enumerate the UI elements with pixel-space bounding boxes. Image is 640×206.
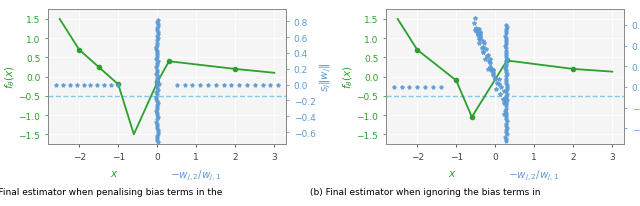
Y-axis label: $s_j\|w_j\|$: $s_j\|w_j\|$ bbox=[318, 63, 333, 92]
Y-axis label: $f_\theta(x)$: $f_\theta(x)$ bbox=[342, 66, 355, 89]
Text: $-w_{j,2}/w_{j,1}$: $-w_{j,2}/w_{j,1}$ bbox=[508, 168, 559, 182]
Text: (a) Final estimator when penalising bias terms in the: (a) Final estimator when penalising bias… bbox=[0, 187, 222, 196]
Text: (b) Final estimator when ignoring the bias terms in: (b) Final estimator when ignoring the bi… bbox=[310, 187, 541, 196]
Text: $x$: $x$ bbox=[110, 168, 119, 178]
Text: $x$: $x$ bbox=[449, 168, 457, 178]
Text: $-w_{j,2}/w_{j,1}$: $-w_{j,2}/w_{j,1}$ bbox=[170, 168, 221, 182]
Y-axis label: $f_\theta(x)$: $f_\theta(x)$ bbox=[3, 66, 17, 89]
